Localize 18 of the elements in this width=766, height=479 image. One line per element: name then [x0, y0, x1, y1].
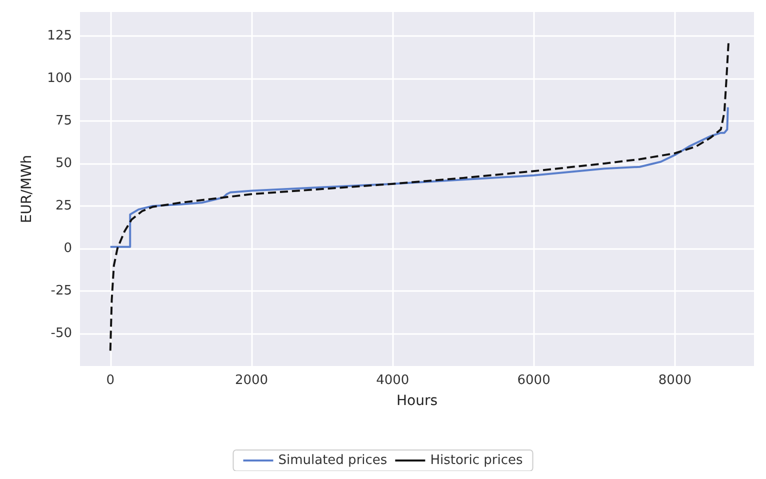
y-tick-label: -25	[50, 284, 72, 299]
legend-label: Simulated prices	[278, 453, 388, 468]
y-tick-label: 50	[55, 156, 72, 171]
x-tick-label: 4000	[376, 373, 410, 388]
y-tick-label: 0	[64, 241, 72, 256]
x-tick-label: 0	[106, 373, 114, 388]
x-tick-label: 2000	[234, 373, 268, 388]
y-tick-label: 100	[47, 70, 72, 86]
y-tick-label: 75	[55, 113, 72, 128]
y-axis-title: EUR/MWh	[19, 154, 35, 224]
y-tick-label: 25	[55, 198, 72, 214]
x-axis-title: Hours	[396, 393, 438, 409]
legend-label: Historic prices	[430, 453, 523, 468]
x-tick-label: 8000	[658, 373, 692, 388]
y-tick-label: 125	[47, 28, 72, 44]
x-tick-label: 6000	[517, 373, 550, 388]
line-series	[109, 106, 729, 248]
y-tick-label: -50	[50, 326, 72, 342]
